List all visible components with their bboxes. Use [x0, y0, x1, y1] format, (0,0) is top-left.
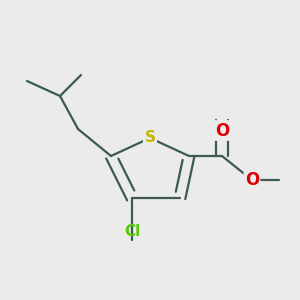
Text: O: O	[215, 122, 229, 140]
Text: O: O	[245, 171, 259, 189]
Text: S: S	[145, 130, 155, 146]
Text: Cl: Cl	[124, 224, 140, 238]
